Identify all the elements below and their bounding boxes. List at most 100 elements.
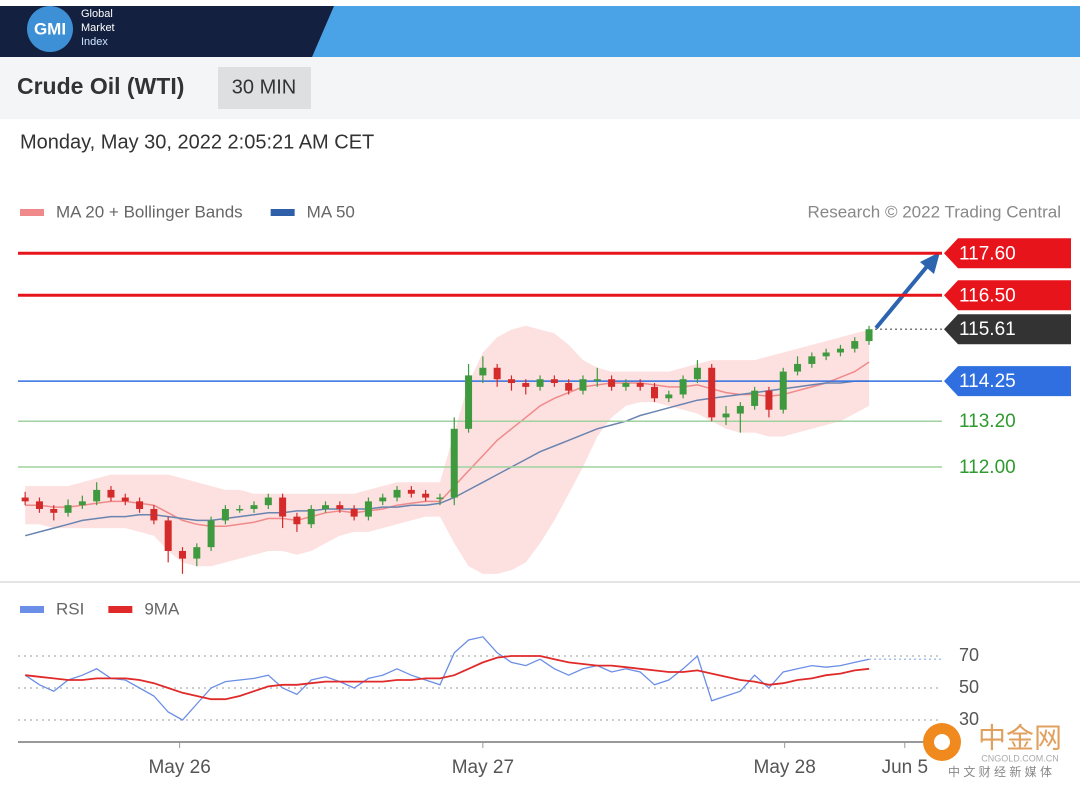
legend-swatch — [20, 209, 44, 216]
brand-line: Market — [81, 22, 115, 34]
candle-body — [236, 508, 244, 511]
level-label: 114.25 — [959, 371, 1016, 392]
x-tick-label: May 28 — [754, 757, 816, 778]
candle-body — [436, 497, 444, 500]
legend-label: MA 20 + Bollinger Bands — [56, 202, 243, 221]
candle-body — [822, 352, 830, 357]
candle-body — [507, 379, 515, 384]
y-tick-label: 70 — [959, 645, 979, 665]
target-arrow — [874, 256, 936, 330]
candle-body — [293, 516, 301, 525]
candle-body — [765, 390, 773, 410]
candle-body — [693, 367, 701, 380]
candle-body — [836, 348, 844, 353]
watermark-name: 中金网 — [978, 722, 1062, 753]
candle-body — [465, 375, 473, 429]
candle-body — [393, 489, 401, 498]
candle-body — [479, 367, 487, 376]
watermark-site: CNGOLD.COM.CN — [981, 753, 1059, 763]
x-tick-label: May 26 — [148, 757, 210, 778]
legend-swatch — [270, 209, 295, 216]
candle-body — [779, 371, 787, 410]
legend-label: MA 50 — [307, 202, 355, 221]
watermark-tagline: 中 文 财 经 新 媒 体 — [948, 764, 1052, 779]
watermark-logo-inner — [934, 734, 950, 750]
title-row — [0, 57, 1080, 119]
candle-body — [550, 379, 558, 384]
x-tick-label: May 27 — [452, 757, 514, 778]
level-label: 115.61 — [959, 319, 1016, 340]
candle-body — [851, 341, 859, 349]
y-tick-label: 50 — [959, 677, 979, 697]
candle-body — [722, 413, 730, 418]
candle-body — [178, 550, 186, 559]
candle-body — [279, 497, 287, 517]
plot: 117.60 116.50 115.61 114.25 113.20 112.00 MA 2… — [18, 202, 1071, 778]
logo-circle — [27, 6, 73, 52]
level-box — [944, 238, 1071, 269]
candle-body — [450, 428, 458, 498]
candle-body — [565, 383, 573, 391]
brand-line: Global — [81, 8, 113, 20]
candle-body — [794, 363, 802, 372]
candle-body — [50, 508, 58, 513]
candle-body — [64, 505, 72, 513]
ma-line — [25, 380, 870, 537]
candle-body — [307, 508, 315, 525]
candle-body — [493, 367, 501, 380]
header-dark — [0, 6, 334, 57]
interval-label: 30 MIN — [232, 76, 296, 98]
level-label: 117.60 — [959, 243, 1016, 264]
level-box — [944, 366, 1071, 397]
candle-body — [407, 489, 415, 494]
candle-body — [865, 329, 873, 342]
candle-body — [193, 547, 201, 559]
candle-body — [350, 508, 358, 517]
candle-body — [322, 505, 330, 509]
ma-line — [25, 361, 870, 527]
source: Research © 2022 Trading Central — [808, 202, 1062, 221]
chart-title: Crude Oil (WTI) — [17, 73, 184, 99]
interval-chip[interactable] — [218, 67, 311, 109]
candle-body — [35, 501, 43, 509]
candle-body — [422, 493, 430, 498]
series-line — [25, 655, 870, 701]
candle-body — [708, 367, 716, 418]
candle-body — [651, 386, 659, 399]
datetime: Monday, May 30, 2022 2:05:21 AM CET — [20, 131, 374, 153]
level-box — [944, 314, 1071, 345]
candle-body — [808, 356, 816, 364]
level-label: 113.20 — [959, 411, 1016, 432]
legend-label: 9MA — [144, 599, 180, 618]
candle-body — [21, 497, 29, 502]
candle-body — [593, 379, 601, 381]
level-label: 112.00 — [959, 457, 1016, 478]
candle-body — [751, 390, 759, 406]
candle-body — [665, 394, 673, 399]
candle-body — [636, 383, 644, 387]
candle-body — [93, 489, 101, 502]
legend-swatch — [108, 606, 133, 613]
level-label: 116.50 — [959, 285, 1016, 306]
candle-body — [536, 379, 544, 387]
logo-text: GMI — [34, 19, 66, 38]
candle-body — [379, 497, 387, 502]
candle-body — [522, 383, 530, 387]
level-box — [944, 280, 1071, 311]
candle-body — [679, 379, 687, 395]
candle-body — [264, 497, 272, 506]
candle-body — [107, 489, 115, 498]
target-arrow-head — [920, 252, 940, 274]
legend-swatch — [20, 606, 44, 613]
y-tick-label: 30 — [959, 709, 979, 729]
series-line — [24, 636, 870, 721]
candle-body — [622, 383, 630, 387]
candle-body — [164, 520, 172, 551]
candle-body — [250, 505, 258, 509]
candle-body — [221, 508, 229, 521]
candle-body — [78, 501, 86, 506]
candle-body — [364, 501, 372, 517]
candle-body — [150, 508, 158, 521]
candle-body — [579, 379, 587, 391]
